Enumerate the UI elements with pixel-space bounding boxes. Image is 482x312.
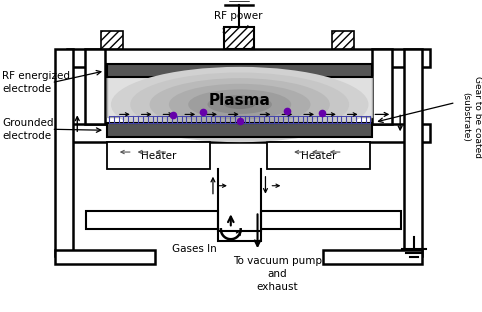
Bar [268, 142, 371, 169]
Bar [86, 212, 218, 229]
Ellipse shape [149, 78, 330, 131]
Bar [107, 142, 210, 169]
Bar [224, 27, 254, 49]
Bar [67, 124, 430, 142]
Ellipse shape [224, 100, 255, 109]
Bar [218, 231, 262, 241]
Bar [332, 31, 354, 49]
Ellipse shape [111, 67, 368, 142]
Bar [107, 76, 373, 117]
Bar [373, 49, 392, 124]
Bar [323, 250, 422, 264]
Bar [85, 49, 105, 124]
Bar [55, 49, 73, 256]
Text: Gear to be coated
(substrate): Gear to be coated (substrate) [461, 76, 482, 158]
Text: RF energized
electrode: RF energized electrode [2, 71, 70, 94]
Ellipse shape [188, 90, 291, 119]
Text: To vacuum pump
and
exhaust: To vacuum pump and exhaust [233, 256, 322, 292]
Text: Grounded
electrode: Grounded electrode [2, 118, 54, 141]
Ellipse shape [169, 84, 310, 125]
Ellipse shape [208, 95, 272, 114]
Text: RF power
supply: RF power supply [214, 11, 263, 35]
Bar [101, 31, 123, 49]
Text: Heater: Heater [301, 150, 336, 160]
Ellipse shape [130, 72, 349, 136]
Text: Heater: Heater [141, 150, 176, 160]
Bar [55, 250, 155, 264]
Text: Gases In: Gases In [172, 244, 216, 254]
Bar [67, 49, 430, 67]
Bar [262, 212, 401, 229]
Bar [107, 64, 373, 77]
Bar [404, 49, 422, 256]
Bar [107, 123, 373, 137]
Text: Plasma: Plasma [209, 93, 270, 108]
